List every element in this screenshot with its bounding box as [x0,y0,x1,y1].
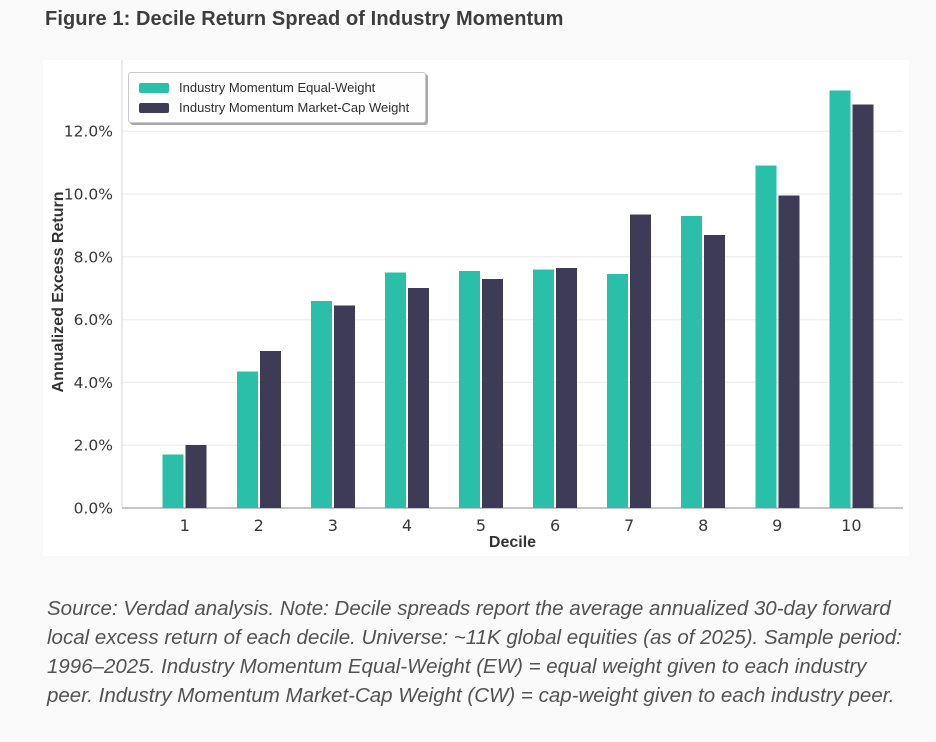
legend-swatch-market-cap-icon [139,102,169,113]
y-tick-label: 0.0% [74,500,113,518]
y-tick-label: 12.0% [64,123,113,141]
legend-item-market-cap: Industry Momentum Market-Cap Weight [139,100,409,115]
bar-decile-2-series-1 [236,371,258,508]
bar-decile-1-series-2 [185,445,207,508]
source-note: Source: Verdad analysis. Note: Decile sp… [47,597,902,707]
chart-panel: 0.0% 2.0% 4.0% 6.0% 8.0% 10.0% 12.0% 1 2 3 4 5 6 7 8 9 1… [43,60,909,556]
bar-decile-8-series-2 [704,234,726,508]
x-tick-label: 7 [624,516,634,535]
bar-decile-7-series-1 [607,274,629,508]
bar-decile-2-series-2 [259,351,281,508]
bar-chart: 0.0% 2.0% 4.0% 6.0% 8.0% 10.0% 12.0% 1 2 3 4 5 6 7 8 9 1… [64,60,903,535]
y-tick-label: 10.0% [64,186,113,204]
bar-decile-3-series-2 [333,305,355,508]
bar-decile-5-series-2 [481,278,503,508]
chart-legend: Industry Momentum Equal-Weight Industry … [128,72,427,123]
x-tick-label: 4 [402,516,412,535]
x-tick-label: 6 [550,516,560,535]
y-tick-label: 2.0% [74,437,113,455]
bar-decile-10-series-2 [852,104,874,508]
bar-decile-6-series-1 [533,269,555,508]
x-tick-label: 2 [254,516,264,535]
bar-decile-3-series-1 [310,300,332,508]
bar-decile-9-series-2 [778,195,800,508]
x-tick-label: 8 [698,516,708,535]
y-axis-title: Annualized Excess Return [50,191,67,393]
y-tick-label: 8.0% [74,248,113,266]
x-tick-label: 9 [772,516,782,535]
legend-label: Industry Momentum Equal-Weight [179,80,376,95]
legend-label: Industry Momentum Market-Cap Weight [179,100,410,115]
x-axis-title: Decile [488,534,537,551]
bar-decile-4-series-2 [407,288,429,508]
x-tick-label: 10 [841,516,861,535]
bar-decile-8-series-1 [681,215,703,509]
figure-title: Figure 1: Decile Return Spread of Indust… [45,8,564,30]
legend-item-equal-weight: Industry Momentum Equal-Weight [139,80,409,95]
y-tick-label: 4.0% [74,374,113,392]
bar-decile-4-series-1 [384,272,406,508]
bar-decile-5-series-1 [458,270,480,508]
bar-decile-7-series-2 [630,214,652,508]
x-tick-label: 3 [328,516,338,535]
x-tick-label: 1 [180,516,190,535]
bar-decile-1-series-1 [162,454,184,508]
y-tick-label: 6.0% [74,311,113,329]
legend-swatch-equal-weight-icon [139,82,169,93]
bar-decile-10-series-1 [829,90,851,508]
x-tick-label: 5 [476,516,486,535]
bar-decile-6-series-2 [556,267,578,508]
bar-decile-9-series-1 [755,165,777,508]
